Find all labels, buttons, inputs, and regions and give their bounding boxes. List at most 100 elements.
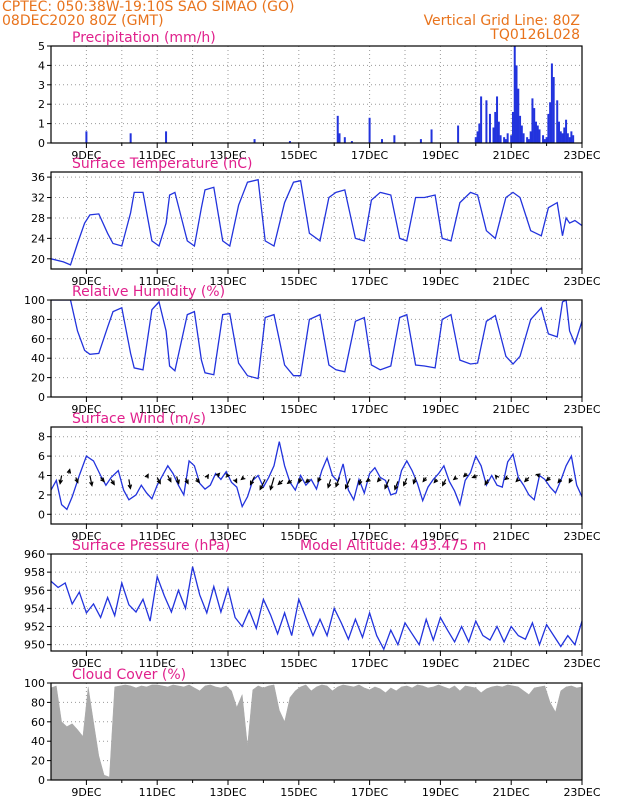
precip-xtick-label: 11DEC	[139, 149, 176, 162]
precip-bar-16	[476, 131, 479, 143]
cloud-xtick-label: 15DEC	[280, 786, 317, 799]
precip-ytick-label: 1	[38, 118, 45, 131]
precip-bar-3	[253, 139, 256, 143]
wind-arrow-13	[204, 473, 209, 479]
press-annotation: Model Altitude: 493.475 m	[300, 538, 486, 554]
precip-bar-45	[542, 135, 545, 143]
wind-arrow-7	[144, 473, 149, 479]
precip-xtick-label: 15DEC	[280, 149, 317, 162]
precip-bar-25	[499, 135, 502, 143]
wind-ytick-label: 0	[38, 508, 45, 521]
precip-ytick-label: 5	[38, 40, 45, 53]
cloud-xtick-label: 11DEC	[139, 786, 176, 799]
rh-xtick-label: 19DEC	[422, 403, 459, 416]
wind-xtick-label: 11DEC	[139, 530, 176, 543]
precip-bar-41	[533, 108, 536, 143]
wind-xtick-label: 13DEC	[209, 530, 246, 543]
cloud-ytick-label: 80	[31, 696, 45, 709]
wind-arrow-43	[494, 474, 500, 480]
rh-panel: Relative Humidity (%) 0 20 40 60 80 100 9DEC 11D…	[24, 284, 601, 416]
rh-xtick-label: 11DEC	[139, 403, 176, 416]
press-data	[51, 566, 582, 651]
wind-arrow-39	[452, 475, 458, 481]
precip-xtick-label: 19DEC	[422, 149, 459, 162]
wind-arrow-46	[523, 477, 530, 483]
precip-bar-5	[336, 115, 339, 143]
cloud-ytick-label: 100	[24, 677, 45, 690]
wind-arrow-6	[127, 479, 133, 490]
press-ytick-label: 956	[24, 584, 45, 597]
cloud-data	[51, 684, 582, 780]
temp-ytick-label: 28	[31, 212, 45, 225]
precip-xtick-label: 21DEC	[493, 149, 530, 162]
wind-xtick-label: 23DEC	[563, 530, 600, 543]
precip-ytick-label: 0	[38, 137, 45, 150]
rh-xtick-label: 23DEC	[563, 403, 600, 416]
precip-bar-1	[129, 133, 132, 143]
press-title: Surface Pressure (hPa)	[72, 538, 230, 554]
rh-xtick-label: 13DEC	[209, 403, 246, 416]
wind-arrow-28	[344, 478, 351, 490]
precip-bar-37	[526, 137, 529, 143]
wind-ytick-label: 6	[38, 450, 45, 463]
wind-arrow-47	[535, 473, 541, 478]
cloud-frame	[50, 682, 583, 781]
rh-ytick-label: 20	[31, 372, 45, 385]
precip-bar-21	[492, 127, 495, 143]
precip-bar-27	[504, 139, 507, 143]
wind-arrow-1	[66, 468, 72, 474]
wind-arrow-25	[317, 477, 322, 483]
rh-ytick-label: 60	[31, 333, 45, 346]
wind-xtick-label: 21DEC	[493, 530, 530, 543]
precip-bar-44	[538, 129, 541, 143]
precip-ytick-label: 4	[38, 59, 45, 72]
press-frame	[50, 553, 583, 652]
precip-bar-32	[515, 65, 518, 143]
precip-bar-46	[543, 139, 546, 143]
precip-bar-12	[419, 139, 422, 143]
precip-bar-8	[350, 141, 353, 143]
temp-data	[51, 178, 582, 266]
wind-arrow-20	[269, 477, 275, 491]
cloud-ytick-label: 60	[31, 716, 45, 729]
temp-ytick-label: 32	[31, 192, 45, 205]
precip-title: Precipitation (mm/h)	[72, 30, 216, 46]
wind-arrow-8	[156, 477, 161, 485]
press-xtick-label: 11DEC	[139, 657, 176, 670]
precip-data	[85, 46, 575, 143]
wind-arrow-12	[195, 478, 200, 484]
wind-arrow-32	[384, 479, 390, 490]
precip-bar-26	[503, 137, 506, 143]
wind-ytick-label: 8	[38, 431, 45, 444]
press-xtick-label: 17DEC	[351, 657, 388, 670]
wind-ytick-label: 2	[38, 489, 45, 502]
wind-data	[51, 441, 582, 511]
wind-xtick-label: 15DEC	[280, 530, 317, 543]
wind-arrow-49	[557, 478, 563, 484]
press-ytick-label: 952	[24, 621, 45, 634]
temp-xtick-label: 19DEC	[422, 275, 459, 288]
precip-xtick-label: 23DEC	[563, 149, 600, 162]
temp-frame	[50, 171, 583, 270]
cloud-panel: Cloud Cover (%) 0 20 40 60 80 100 9DEC 11DEC 13DE…	[24, 667, 601, 799]
wind-xtick-label: 9DEC	[71, 530, 101, 543]
temp-xtick-label: 21DEC	[493, 275, 530, 288]
rh-frame	[50, 299, 583, 398]
precip-bar-54	[559, 131, 562, 143]
wind-arrow-16	[233, 478, 238, 484]
press-xtick-label: 9DEC	[71, 657, 101, 670]
wind-arrow-27	[335, 477, 341, 488]
wind-arrow-29	[358, 479, 363, 486]
cloud-xtick-label: 19DEC	[422, 786, 459, 799]
header-grid-note: Vertical Grid Line: 80Z	[423, 13, 580, 29]
precip-bar-33	[517, 88, 520, 143]
wind-arrow-10	[175, 476, 180, 485]
rh-xtick-label: 17DEC	[351, 403, 388, 416]
precip-bar-20	[488, 113, 491, 143]
wind-arrow-22	[286, 479, 293, 485]
cloud-ytick-label: 40	[31, 735, 45, 748]
wind-arrow-42	[484, 479, 489, 486]
precip-bar-48	[547, 113, 550, 143]
temp-xtick-label: 11DEC	[139, 275, 176, 288]
